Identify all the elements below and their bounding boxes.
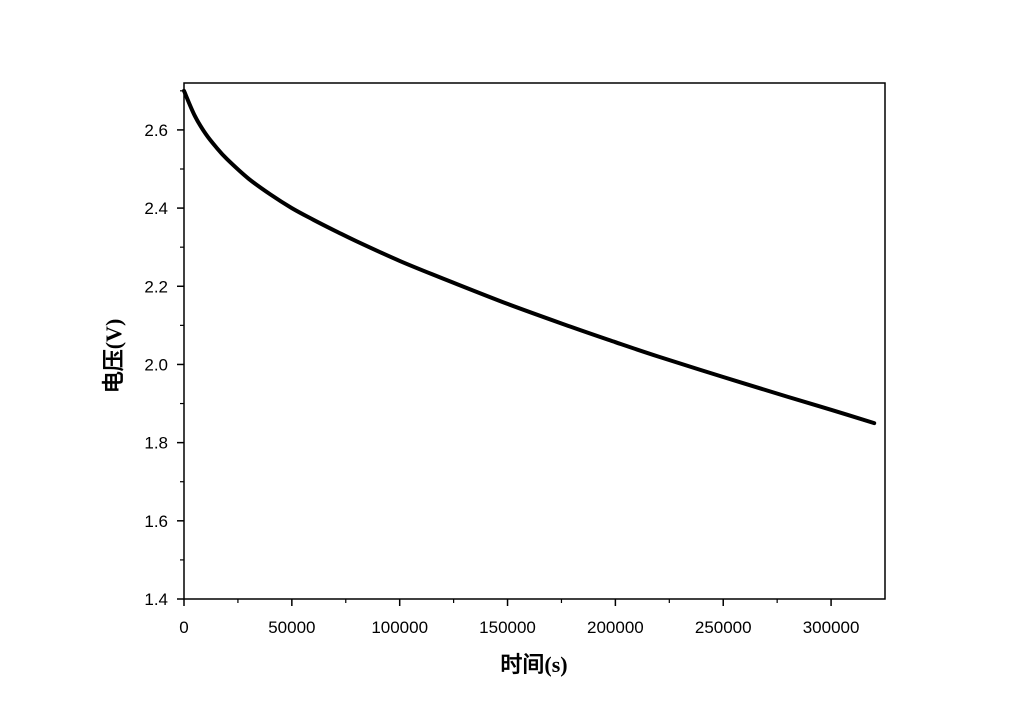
- series-line: [182, 88, 877, 426]
- x-axis-title: 时间(s): [500, 652, 567, 677]
- y-tick-label: 1.4: [144, 590, 168, 609]
- y-tick-label: 1.6: [144, 512, 168, 531]
- x-tick-label: 0: [179, 618, 188, 637]
- y-tick-label: 2.4: [144, 199, 168, 218]
- x-tick-label: 200000: [587, 618, 644, 637]
- x-tick-label: 250000: [695, 618, 752, 637]
- y-tick-label: 2.2: [144, 277, 168, 296]
- x-tick-label: 150000: [479, 618, 536, 637]
- x-tick-label: 100000: [371, 618, 428, 637]
- plot-frame: [183, 82, 886, 600]
- y-tick-label: 1.8: [144, 434, 168, 453]
- y-tick-label: 2.0: [144, 355, 168, 374]
- axis-ticks: [177, 90, 832, 606]
- y-tick-labels: 1.4 1.6 1.8 2.0 2.2 2.4 2.6: [144, 121, 168, 609]
- y-axis-title: 电压(V): [101, 319, 126, 394]
- x-tick-label: 300000: [803, 618, 860, 637]
- y-tick-label: 2.6: [144, 121, 168, 140]
- x-tick-label: 50000: [268, 618, 315, 637]
- x-tick-labels: 0 50000 100000 150000 200000 250000 300000: [179, 618, 859, 637]
